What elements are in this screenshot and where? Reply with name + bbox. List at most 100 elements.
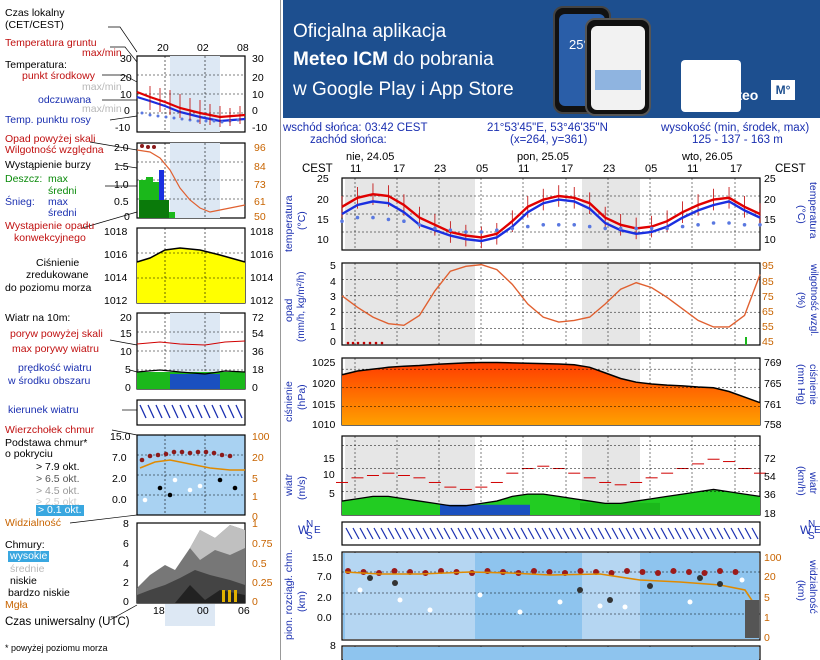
legend-okt-1: > 7.9 okt.	[36, 461, 80, 473]
wind-arrow	[478, 527, 486, 540]
legend-local-time: Czas lokalny	[5, 7, 65, 19]
pressure-tick: 1015	[312, 399, 336, 411]
night-band	[345, 264, 475, 344]
wind-arrow	[520, 527, 528, 540]
cloud-base-low-dot	[622, 604, 628, 610]
legend-wind-tick-r: 36	[252, 346, 264, 358]
cloud-base-dot	[697, 575, 703, 581]
compass-e-r: E	[814, 525, 820, 536]
wind-arrow	[548, 527, 556, 540]
wind-arrow	[660, 527, 668, 540]
time-label: 11	[687, 163, 699, 175]
app-promo-banner[interactable]: Oficjalna aplikacja Meteo ICM do pobrani…	[283, 0, 820, 118]
cloud-base-low-dot	[357, 587, 363, 593]
legend-rain: Deszcz:	[5, 173, 43, 185]
dew-point-dot	[355, 215, 360, 220]
legend-utc-tick: 18	[153, 605, 165, 617]
dew-point-dot	[665, 226, 669, 231]
wind-tick: 5	[329, 488, 335, 500]
wind-arrow	[569, 527, 577, 540]
time-label: 17	[730, 163, 743, 175]
precip-tick: 2	[330, 306, 336, 318]
legend-wind-10m: Wiatr na 10m:	[5, 312, 71, 324]
time-label: 05	[476, 163, 489, 175]
humidity-tick: 65	[762, 306, 774, 318]
wind-arrow	[527, 527, 535, 540]
night-band	[582, 553, 640, 639]
legend-snow-avg: średni	[48, 207, 77, 219]
legend-temp-tick-r: -10	[252, 122, 268, 134]
dew-point-dot	[525, 224, 530, 229]
wind-arrow	[534, 527, 542, 540]
legend-pres-tick: 1016	[104, 249, 128, 261]
legend-temp-tick: -10	[115, 122, 131, 134]
dew-point-dot	[556, 223, 561, 227]
temp-axis-label: temperatura	[283, 195, 295, 252]
dew-point-dot	[495, 228, 499, 232]
temp-tick: 10	[317, 234, 329, 246]
cloud-base-dot	[647, 583, 653, 589]
legend-conv-2: konwekcyjnego	[14, 232, 86, 244]
legend-temp-tick: 10	[120, 89, 132, 101]
visibility-tick: 100	[764, 552, 782, 564]
cloud-base-dot	[717, 581, 723, 587]
legend-local-tick: 08	[237, 42, 249, 54]
legend-local-tick: 02	[197, 42, 209, 54]
legend-max-min-3: max/min	[82, 103, 122, 115]
wind-low-band	[440, 504, 530, 515]
legend-precip-tick: 2.0	[114, 142, 129, 154]
humidity-tick: 45	[762, 336, 774, 348]
legend-max-min-1: max/min	[82, 47, 122, 59]
humidity-tick: 95	[762, 260, 774, 272]
legend-wind-tick-r: 18	[252, 364, 264, 376]
legend-cloud-tick: 15.0	[110, 431, 131, 443]
legend-wind-speed-1: prędkość wiatru	[18, 362, 92, 374]
cloud-base-low-dot	[517, 609, 523, 615]
legend-precip-tick: 1.0	[114, 179, 129, 191]
visibility-tick: 5	[764, 592, 770, 604]
wind-arrow	[513, 527, 521, 540]
wind-arrow	[751, 527, 759, 540]
wind-arrow	[702, 527, 710, 540]
day-label: pon, 25.05	[517, 151, 569, 163]
dew-point-dot	[386, 217, 391, 222]
cloud-top-dot	[686, 569, 692, 575]
dew-point-dot	[510, 226, 515, 231]
grid-point: (x=264, y=361)	[510, 134, 588, 146]
pressure-tick: 1025	[312, 357, 336, 369]
compass-n-r: N	[808, 519, 816, 530]
legend-precip-tick: 1.5	[114, 161, 129, 173]
precip-dot	[368, 341, 372, 345]
dew-point-dot	[448, 228, 453, 232]
legend-cloud-base-1: Podstawa chmur*	[5, 437, 88, 449]
legend-cloud-tick: 7.0	[112, 452, 127, 464]
legend-okt-5: > 0.1 okt.	[36, 504, 84, 516]
visibility-tick: 1	[764, 612, 770, 624]
cloud-top-dot	[469, 570, 475, 576]
day-label: nie, 24.05	[346, 151, 395, 163]
legend-pres-tick: 1018	[104, 226, 128, 238]
legend-utc: Czas uniwersalny (UTC)	[5, 616, 130, 628]
compass-s: S	[306, 531, 313, 542]
dew-point-dot	[541, 223, 546, 227]
legend-temp-tick: 30	[120, 53, 132, 65]
pressure-axis-unit-r: (mm Hg)	[795, 364, 807, 405]
cloud-tick: 2.0	[317, 592, 332, 604]
time-label: 17	[393, 163, 406, 175]
time-label: 11	[518, 163, 530, 175]
legend-precip-tick: 0	[124, 211, 130, 223]
legend-okt-2: > 6.5 okt.	[36, 473, 80, 485]
wind-arrow	[632, 527, 640, 540]
cloud-top-dot	[376, 570, 382, 576]
cloud-base-dot	[607, 597, 613, 603]
phone-temp: 25°	[569, 37, 589, 52]
time-label: 05	[645, 163, 658, 175]
wind-arrow	[562, 527, 570, 540]
dew-point-dot	[587, 224, 592, 229]
time-zone-label: CEST	[302, 163, 333, 175]
wind-arrow	[408, 527, 416, 540]
legend-mid-point: punkt środkowy	[22, 70, 95, 82]
legend-storm: Wystąpienie burzy	[5, 159, 91, 171]
precip-bar	[745, 337, 747, 345]
wind-arrow	[450, 527, 458, 540]
